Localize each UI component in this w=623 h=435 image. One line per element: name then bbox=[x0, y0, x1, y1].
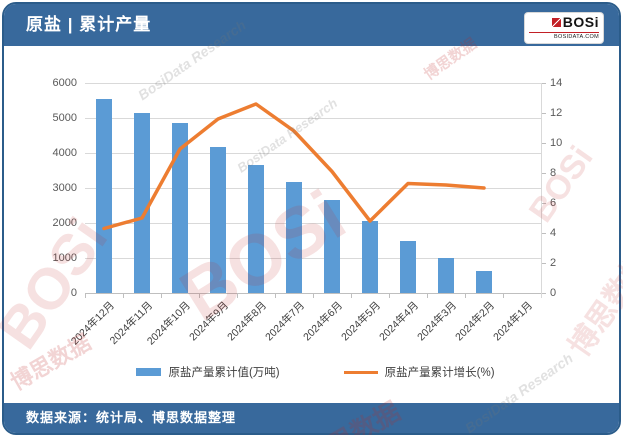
bosi-logo-icon bbox=[551, 18, 561, 27]
footer-bar: 数据来源：统计局、博思数据整理 bbox=[4, 403, 619, 433]
legend-label: 原盐产量累计值(万吨) bbox=[168, 367, 280, 379]
legend-item: 原盐产量累计增长(%) bbox=[343, 364, 495, 380]
header-bar: 原盐 | 累计产量 BOSi BOSIDATA.COM bbox=[4, 4, 619, 46]
data-source-text: 数据来源：统计局、博思数据整理 bbox=[26, 410, 237, 425]
bosi-logo-wordmark: BOSi bbox=[529, 14, 599, 31]
chart-legend: 原盐产量累计值(万吨) 原盐产量累计增长(%) bbox=[4, 363, 619, 381]
legend-line-swatch bbox=[343, 370, 378, 374]
legend-bar-swatch bbox=[136, 368, 162, 376]
bosi-logo-domain: BOSIDATA.COM bbox=[529, 32, 599, 41]
legend-item: 原盐产量累计值(万吨) bbox=[136, 364, 280, 380]
legend-label: 原盐产量累计增长(%) bbox=[384, 367, 495, 379]
bosi-logo-text: BOSi bbox=[562, 14, 599, 30]
page-title: 原盐 | 累计产量 bbox=[26, 15, 152, 34]
bosi-logo: BOSi BOSIDATA.COM bbox=[525, 13, 603, 43]
